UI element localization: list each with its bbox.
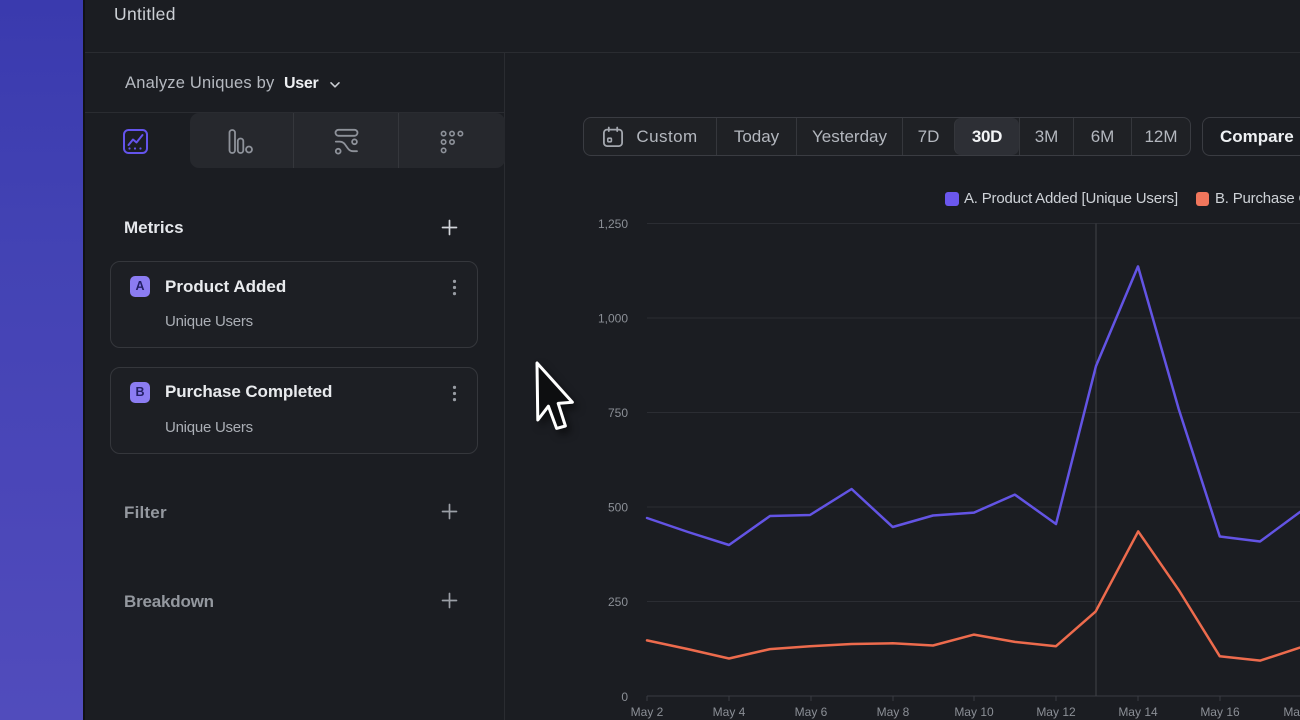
- svg-text:May 10: May 10: [954, 705, 994, 719]
- svg-text:1,250: 1,250: [598, 217, 628, 231]
- svg-text:May 12: May 12: [1036, 705, 1076, 719]
- svg-text:May 6: May 6: [795, 705, 828, 719]
- svg-text:May 16: May 16: [1200, 705, 1240, 719]
- svg-text:May 2: May 2: [631, 705, 664, 719]
- svg-text:May 4: May 4: [713, 705, 746, 719]
- svg-text:750: 750: [608, 406, 628, 420]
- svg-text:May 18: May 18: [1283, 705, 1300, 719]
- svg-text:0: 0: [621, 690, 628, 704]
- svg-text:250: 250: [608, 595, 628, 609]
- svg-text:May 8: May 8: [877, 705, 910, 719]
- svg-text:May 14: May 14: [1118, 705, 1158, 719]
- svg-text:1,000: 1,000: [598, 312, 628, 326]
- svg-text:500: 500: [608, 501, 628, 515]
